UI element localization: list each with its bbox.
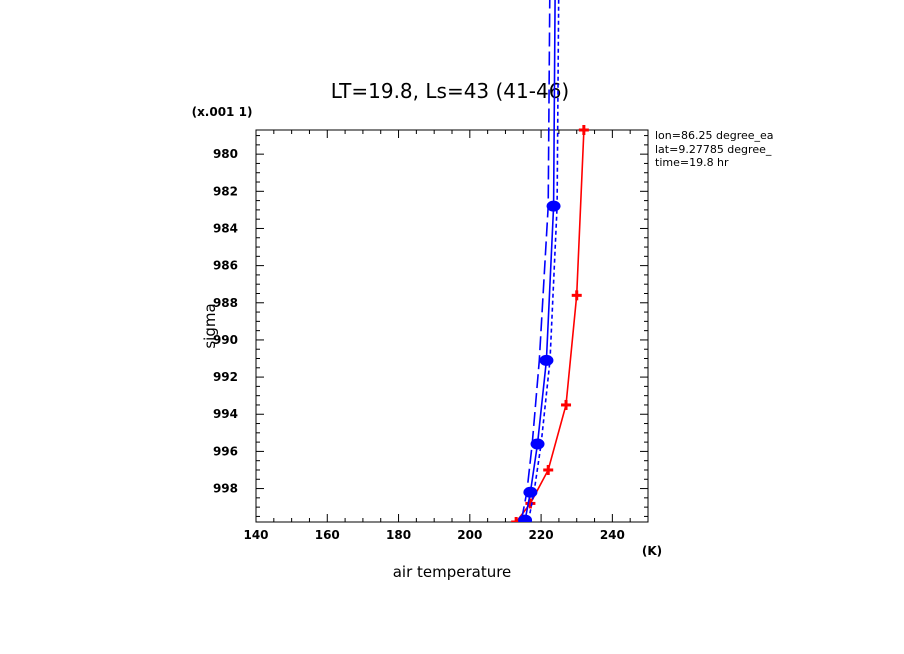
y-tick-label: 990 [213,333,238,347]
y-tick-label: 994 [213,407,238,421]
y-tick-label: 984 [213,221,238,235]
x-axis-unit: (K) [642,544,662,558]
y-tick-label: 988 [213,296,238,310]
annotation-lon: lon=86.25 degree_ea [655,129,774,142]
y-scale-note: (x.001 1) [192,105,253,119]
x-tick-label: 200 [457,528,482,542]
y-tick-label: 998 [213,482,238,496]
series-layer [511,0,589,522]
x-tick-label: 220 [529,528,554,542]
x-tick-label: 180 [386,528,411,542]
annotation-lat: lat=9.27785 degree_ [655,143,772,156]
series-marker [539,354,554,366]
y-tick-label: 980 [213,147,238,161]
series-line-1 [515,129,585,522]
series-marker [571,290,582,301]
series-line-3 [520,0,551,521]
x-axis-label: air temperature [393,563,512,581]
x-tick-label: 140 [243,528,268,542]
y-axis-label: sigma [201,303,219,348]
axes: 140 160 180 200 220 240 980 982 984 986 988 990 992 9… [213,129,649,542]
y-tick-label: 982 [213,184,238,198]
x-tick-label: 240 [600,528,625,542]
chart-title: LT=19.8, Ls=43 (41-46) [331,79,569,103]
y-tick-label: 992 [213,370,238,384]
y-tick-label: 996 [213,444,238,458]
series-marker [525,498,536,509]
series-marker [578,125,589,135]
series-marker [511,517,522,522]
x-tick-label: 160 [315,528,340,542]
annotation-time: time=19.8 hr [655,156,729,169]
y-tick-label: 986 [213,259,238,273]
series-marker [543,464,554,475]
series-marker [561,399,572,410]
series-line-4 [527,0,560,521]
plot-frame [255,129,649,523]
